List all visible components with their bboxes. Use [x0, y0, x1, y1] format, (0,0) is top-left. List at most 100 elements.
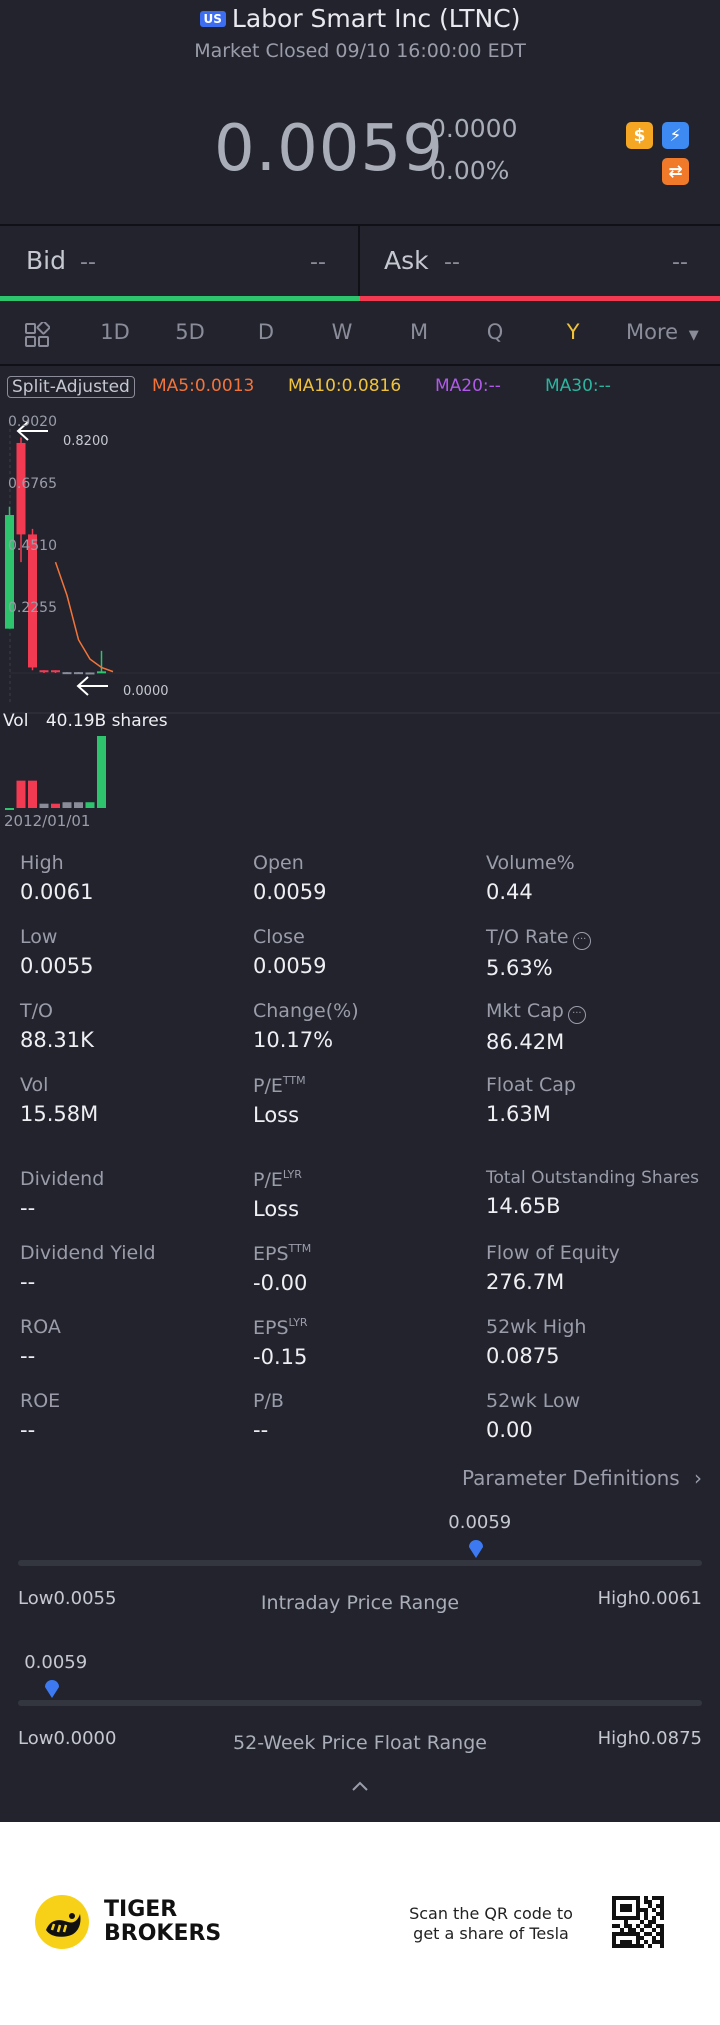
stat-label: Total Outstanding Shares — [486, 1168, 699, 1188]
volume-bar — [28, 780, 37, 808]
stat-cell: 52wk Low 0.00 — [486, 1390, 580, 1442]
stat-cell: T/O 88.31K — [20, 1000, 94, 1052]
stat-label-text: EPS — [253, 1317, 289, 1339]
stat-label-text: 52wk High — [486, 1316, 587, 1338]
lightning-icon[interactable]: ⚡ — [662, 122, 689, 149]
bid-ask-divider — [358, 226, 360, 298]
caret-down-icon: ▼ — [688, 328, 699, 343]
stat-cell: Low 0.0055 — [20, 926, 93, 978]
info-icon[interactable]: ··· — [567, 1006, 586, 1024]
more-button[interactable]: More ▼ — [626, 320, 699, 344]
stat-cell: T/O Rate ··· 5.63% — [486, 926, 591, 980]
intraday-bar — [18, 1560, 702, 1566]
vol-value: 40.19B shares — [45, 711, 168, 731]
stat-label-text: Open — [253, 852, 304, 874]
stat-label-text: P/E — [253, 1075, 283, 1097]
week52-range: 0.0059 Low0.0000 52-Week Price Float Ran… — [0, 1648, 720, 1758]
candle — [16, 442, 26, 535]
stat-label: Open — [253, 852, 326, 874]
intraday-low: Low0.0055 — [18, 1588, 117, 1609]
stat-label: Volume% — [486, 852, 575, 874]
y-tick-2: 0.6765 — [8, 476, 57, 492]
week52-current: 0.0059 — [24, 1652, 88, 1673]
stat-value: 0.00 — [486, 1418, 533, 1442]
ask-size: -- — [672, 250, 688, 275]
stat-label: EPSTTM — [253, 1242, 311, 1265]
tab-1d[interactable]: 1D — [100, 320, 130, 344]
y-tick-4: 0.2255 — [8, 600, 57, 616]
low-marker: 0.0000 — [123, 684, 169, 699]
stat-label: Dividend — [20, 1168, 104, 1190]
ma20-label: MA20:-- — [435, 376, 501, 396]
stat-value: 5.63% — [486, 956, 553, 980]
stat-label: EPSLYR — [253, 1316, 308, 1339]
stat-cell: ROA -- — [20, 1316, 61, 1368]
bid-size: -- — [310, 250, 326, 275]
stat-cell: EPSTTM -0.00 — [253, 1242, 311, 1295]
y-tick-3: 0.4510 — [8, 538, 57, 554]
stat-label-text: Change(%) — [253, 1000, 359, 1022]
qr-code[interactable] — [612, 1896, 664, 1948]
tab-y[interactable]: Y — [566, 320, 580, 344]
stat-label: Dividend Yield — [20, 1242, 156, 1264]
stat-value: 0.0059 — [253, 880, 327, 904]
swap-icon[interactable]: ⇄ — [662, 158, 689, 185]
stat-label: Mkt Cap ··· — [486, 1000, 586, 1024]
divider — [0, 224, 720, 226]
left-arrow-icon — [16, 421, 48, 441]
intraday-range: 0.0059 Low0.0055 Intraday Price Range Hi… — [0, 1508, 720, 1618]
chevron-up-icon[interactable] — [350, 1778, 370, 1794]
stat-label: Vol — [20, 1074, 98, 1096]
ma10-label: MA10:0.0816 — [288, 376, 402, 396]
split-adjusted-toggle[interactable]: Split-Adjusted — [7, 376, 135, 398]
candle — [39, 670, 49, 673]
volume-bar — [97, 736, 106, 808]
week52-bar — [18, 1700, 702, 1706]
stat-value: -0.00 — [253, 1271, 308, 1295]
brand-line2: BROKERS — [104, 1921, 222, 1946]
stat-value: 0.44 — [486, 880, 533, 904]
stat-label: High — [20, 852, 93, 874]
tab-w[interactable]: W — [331, 320, 353, 344]
stat-value: 15.58M — [20, 1102, 99, 1126]
stat-cell: EPSLYR -0.15 — [253, 1316, 308, 1369]
more-label: More — [626, 320, 679, 344]
param-def-label: Parameter Definitions — [462, 1466, 680, 1490]
stat-cell: P/ELYR Loss — [253, 1168, 302, 1221]
week52-low: Low0.0000 — [18, 1728, 117, 1749]
ask-price: -- — [444, 250, 460, 275]
week52-title: 52-Week Price Float Range — [233, 1732, 487, 1754]
market-status: Market Closed 09/10 16:00:00 EDT — [194, 40, 526, 62]
ask-panel[interactable]: Ask -- -- — [360, 226, 720, 300]
stat-cell: Vol 15.58M — [20, 1074, 98, 1126]
parameter-definitions-link[interactable]: Parameter Definitions › — [462, 1466, 702, 1490]
stat-value: 88.31K — [20, 1028, 94, 1052]
dollar-icon[interactable]: $ — [626, 122, 653, 149]
layout-grid-icon[interactable] — [24, 320, 51, 348]
stat-cell: Open 0.0059 — [253, 852, 326, 904]
volume-bar — [85, 802, 95, 808]
tab-5d[interactable]: 5D — [175, 320, 205, 344]
stat-label: P/B — [253, 1390, 284, 1412]
tab-m[interactable]: M — [409, 320, 429, 344]
tab-q[interactable]: Q — [486, 320, 504, 344]
stat-label: P/ETTM — [253, 1074, 306, 1097]
stat-cell: High 0.0061 — [20, 852, 93, 904]
stat-value: Loss — [253, 1103, 300, 1127]
stat-cell: 52wk High 0.0875 — [486, 1316, 586, 1368]
tab-d[interactable]: D — [257, 320, 275, 344]
stat-value: -- — [20, 1344, 36, 1368]
price-chart[interactable] — [0, 408, 720, 828]
info-icon[interactable]: ··· — [572, 932, 591, 950]
stat-cell: Mkt Cap ··· 86.42M — [486, 1000, 586, 1054]
stat-label-text: Dividend — [20, 1168, 105, 1190]
week52-high: High0.0875 — [597, 1728, 702, 1749]
stat-value: -- — [253, 1418, 269, 1442]
chevron-right-icon: › — [694, 1466, 703, 1490]
intraday-title: Intraday Price Range — [260, 1592, 460, 1614]
bid-panel[interactable]: Bid -- -- — [0, 226, 358, 300]
stat-value: 1.63M — [486, 1102, 551, 1126]
stat-value: 86.42M — [486, 1030, 565, 1054]
candle — [62, 672, 72, 675]
stat-label-text: P/E — [253, 1169, 283, 1191]
